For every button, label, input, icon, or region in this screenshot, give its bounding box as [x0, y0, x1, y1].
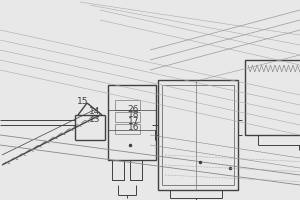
Text: 13: 13	[88, 114, 100, 123]
Bar	[130, 160, 142, 180]
Bar	[115, 112, 140, 122]
Bar	[245, 60, 300, 135]
Bar	[115, 124, 140, 134]
Bar	[115, 100, 140, 110]
Text: 18: 18	[128, 110, 139, 119]
Bar	[112, 160, 124, 180]
Text: 15: 15	[76, 98, 88, 106]
Bar	[158, 80, 238, 190]
Text: 14: 14	[88, 107, 100, 116]
Text: 17: 17	[128, 116, 139, 126]
Bar	[108, 85, 156, 160]
Bar	[162, 85, 234, 185]
Text: 16: 16	[128, 122, 139, 132]
Text: 26: 26	[128, 105, 139, 114]
